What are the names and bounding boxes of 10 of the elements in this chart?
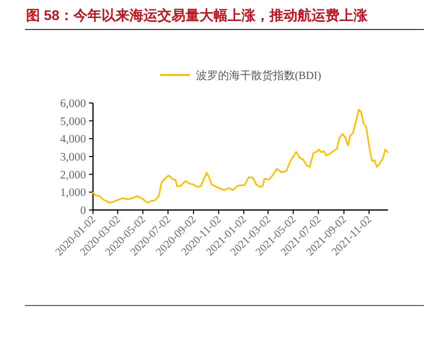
y-tick-label: 1,000 — [60, 187, 86, 200]
y-tick-label: 3,000 — [60, 152, 86, 164]
y-tick-label: 6,000 — [60, 98, 86, 110]
legend-label: 波罗的海干散货指数(BDI) — [196, 69, 322, 82]
y-tick-label: 5,000 — [60, 116, 86, 128]
y-tick-label: 2,000 — [60, 169, 86, 182]
legend: 波罗的海干散货指数(BDI) — [160, 70, 322, 82]
y-tick-label: 4,000 — [60, 134, 86, 146]
chart-title: 图 58：今年以来海运交易量大幅上涨，推动航运费上涨 — [26, 7, 368, 23]
y-tick-label: 0 — [80, 205, 86, 217]
